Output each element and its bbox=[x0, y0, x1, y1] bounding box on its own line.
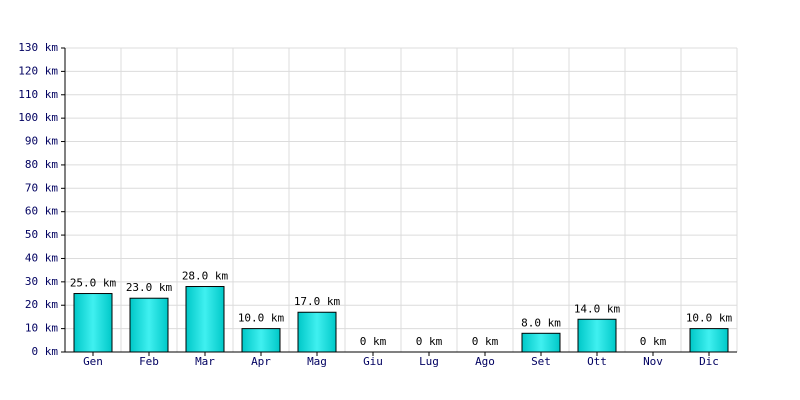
value-label: 17.0 km bbox=[294, 295, 341, 308]
bar bbox=[521, 332, 561, 353]
x-tick-label: Dic bbox=[699, 355, 719, 368]
y-tick-label: 30 km bbox=[25, 275, 58, 288]
y-tick-label: 100 km bbox=[18, 111, 58, 124]
value-label: 23.0 km bbox=[126, 281, 173, 294]
vertical-grid bbox=[120, 48, 738, 352]
x-tick-label: Lug bbox=[419, 355, 439, 368]
x-tick-label: Ago bbox=[475, 355, 495, 368]
y-tick-label: 120 km bbox=[18, 64, 58, 77]
x-tick-label: Ott bbox=[587, 355, 607, 368]
y-tick-label: 0 km bbox=[32, 345, 59, 358]
bar bbox=[241, 328, 281, 353]
value-label: 25.0 km bbox=[70, 277, 117, 290]
value-label: 8.0 km bbox=[521, 316, 561, 329]
bar bbox=[129, 297, 169, 353]
y-tick-label: 20 km bbox=[25, 298, 58, 311]
x-tick-label: Giu bbox=[363, 355, 383, 368]
value-label: 10.0 km bbox=[238, 312, 285, 325]
value-label: 0 km bbox=[360, 335, 387, 348]
value-label: 0 km bbox=[472, 335, 499, 348]
bar bbox=[73, 293, 113, 353]
x-tick-label: Feb bbox=[139, 355, 159, 368]
value-label: 28.0 km bbox=[182, 270, 229, 283]
y-tick-label: 40 km bbox=[25, 251, 58, 264]
value-label: 10.0 km bbox=[686, 312, 733, 325]
y-tick-label: 110 km bbox=[18, 88, 58, 101]
y-tick-label: 130 km bbox=[18, 41, 58, 54]
x-tick-label: Apr bbox=[251, 355, 271, 368]
value-label: 0 km bbox=[640, 335, 667, 348]
y-tick-label: 10 km bbox=[25, 322, 58, 335]
bar bbox=[577, 318, 617, 353]
y-tick-label: 60 km bbox=[25, 205, 58, 218]
bar bbox=[185, 286, 225, 353]
x-tick-label: Mag bbox=[307, 355, 327, 368]
value-label: 0 km bbox=[416, 335, 443, 348]
x-tick-label: Nov bbox=[643, 355, 663, 368]
y-tick-label: 90 km bbox=[25, 135, 58, 148]
bar bbox=[689, 328, 729, 353]
x-tick-label: Mar bbox=[195, 355, 215, 368]
x-tick-label: Gen bbox=[83, 355, 103, 368]
x-tick-label: Set bbox=[531, 355, 551, 368]
bar bbox=[297, 311, 337, 353]
value-label: 14.0 km bbox=[574, 302, 621, 315]
y-tick-label: 80 km bbox=[25, 158, 58, 171]
y-tick-label: 70 km bbox=[25, 181, 58, 194]
y-tick-label: 50 km bbox=[25, 228, 58, 241]
